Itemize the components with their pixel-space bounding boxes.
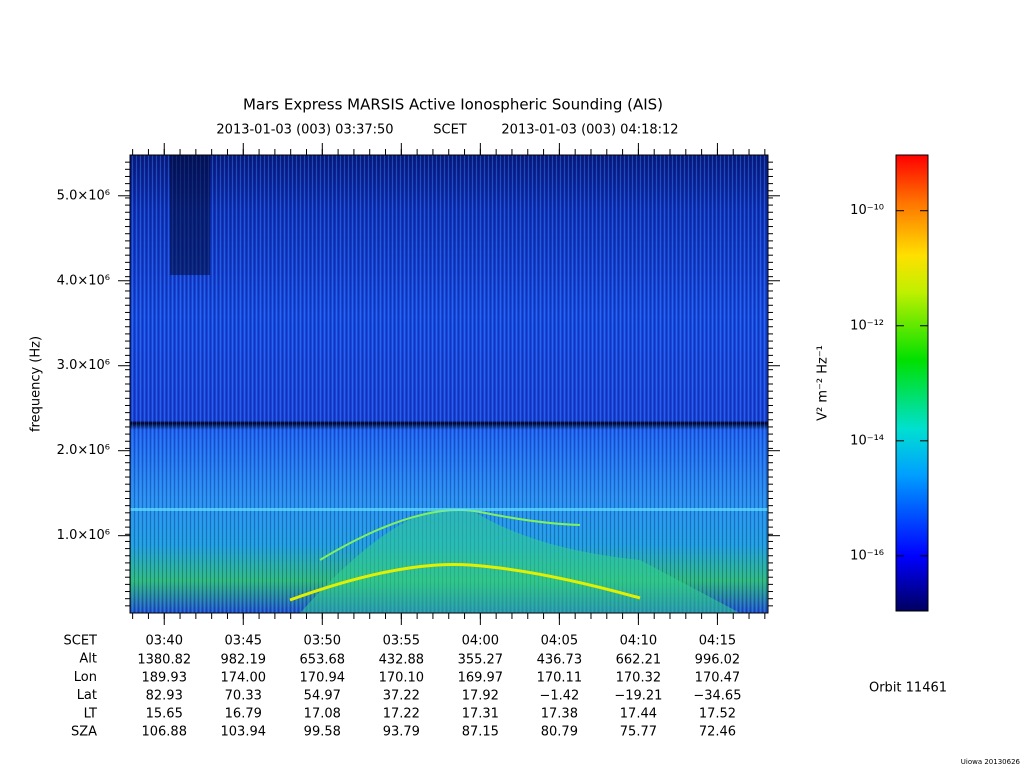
chart-title: Mars Express MARSIS Active Ionospheric S… xyxy=(243,96,663,114)
y-tick-label: 3.0×10⁶ xyxy=(57,358,110,373)
ephemeris-value: 170.11 xyxy=(537,671,583,686)
ephemeris-value: 189.93 xyxy=(141,671,187,686)
ephemeris-label: Lat xyxy=(77,688,97,703)
ephemeris-value: 106.88 xyxy=(141,725,187,740)
ephemeris-value: 17.44 xyxy=(620,707,657,722)
y-tick-label: 4.0×10⁶ xyxy=(57,273,110,288)
colorbar-tick-label: 10⁻¹² xyxy=(850,318,884,333)
start-time: 2013-01-03 (003) 03:37:50 xyxy=(216,123,393,138)
ephemeris-label: SZA xyxy=(71,725,97,740)
y-tick-label: 5.0×10⁶ xyxy=(57,188,110,203)
footer: Uiowa 20130626 xyxy=(961,758,1021,766)
colorbar-tick-label: 10⁻¹⁴ xyxy=(850,433,884,448)
ephemeris-label: LT xyxy=(84,706,97,721)
orbit: Orbit 11461 xyxy=(869,681,947,696)
ephemeris-value: 87.15 xyxy=(462,725,499,740)
ephemeris-value: −19.21 xyxy=(614,689,662,704)
x-tick-label: 04:05 xyxy=(541,634,578,649)
ephemeris-value: 170.94 xyxy=(300,671,346,686)
ephemeris-value: 54.97 xyxy=(304,689,341,704)
ephemeris-value: 37.22 xyxy=(383,689,420,704)
ephemeris-value: −1.42 xyxy=(539,689,579,704)
ephemeris-label: SCET xyxy=(64,634,98,649)
y-axis-label: frequency (Hz) xyxy=(29,336,44,432)
colorbar-tick-label: 10⁻¹⁰ xyxy=(850,203,884,218)
axes: 03:40 1380.82 189.93 82.93 15.65 106.88 03:45 9… xyxy=(57,143,928,740)
time-system: SCET xyxy=(433,123,467,138)
ephemeris-value: 99.58 xyxy=(304,725,341,740)
x-tick-label: 03:45 xyxy=(225,634,262,649)
ephemeris-value: 653.68 xyxy=(300,653,346,668)
ephemeris-label: Alt xyxy=(79,652,97,667)
ephemeris-value: 15.65 xyxy=(146,707,183,722)
ephemeris-value: 170.47 xyxy=(695,671,741,686)
ephemeris-value: 432.88 xyxy=(379,653,425,668)
x-tick-label: 04:00 xyxy=(462,634,499,649)
ephemeris-value: 662.21 xyxy=(616,653,662,668)
ephemeris-value: 170.32 xyxy=(616,671,662,686)
ephemeris-value: 80.79 xyxy=(541,725,578,740)
ephemeris-value: 17.52 xyxy=(699,707,736,722)
x-tick-label: 04:15 xyxy=(699,634,736,649)
ephemeris-value: 103.94 xyxy=(221,725,267,740)
ephemeris-value: 169.97 xyxy=(458,671,504,686)
ephemeris-value: 174.00 xyxy=(221,671,267,686)
colorbar xyxy=(895,154,929,612)
x-tick-label: 04:10 xyxy=(620,634,657,649)
ephemeris-value: 355.27 xyxy=(458,653,504,668)
ephemeris-value: 72.46 xyxy=(699,725,736,740)
ephemeris-value: 75.77 xyxy=(620,725,657,740)
ephemeris-value: 82.93 xyxy=(146,689,183,704)
ephemeris-value: 1380.82 xyxy=(137,653,191,668)
ephemeris-value: 17.22 xyxy=(383,707,420,722)
ephemeris-label: Lon xyxy=(74,670,97,685)
ephemeris-value: 170.10 xyxy=(379,671,425,686)
end-time: 2013-01-03 (003) 04:18:12 xyxy=(501,123,678,138)
ephemeris-value: 70.33 xyxy=(225,689,262,704)
x-tick-label: 03:40 xyxy=(146,634,183,649)
ephemeris-value: 17.31 xyxy=(462,707,499,722)
ephemeris-value: 982.19 xyxy=(221,653,267,668)
ephemeris-value: 17.08 xyxy=(304,707,341,722)
ephemeris-value: 17.38 xyxy=(541,707,578,722)
colorbar-label: V² m⁻² Hz⁻¹ xyxy=(816,345,831,421)
y-tick-label: 2.0×10⁶ xyxy=(57,443,110,458)
ephemeris-value: 996.02 xyxy=(695,653,741,668)
y-tick-label: 1.0×10⁶ xyxy=(57,528,110,543)
ephemeris-value: 436.73 xyxy=(537,653,583,668)
ephemeris-value: 17.92 xyxy=(462,689,499,704)
ephemeris-value: 16.79 xyxy=(225,707,262,722)
x-tick-label: 03:50 xyxy=(304,634,341,649)
colorbar-tick-label: 10⁻¹⁶ xyxy=(850,548,884,563)
x-tick-label: 03:55 xyxy=(383,634,420,649)
ephemeris-value: 93.79 xyxy=(383,725,420,740)
ephemeris-value: −34.65 xyxy=(693,689,741,704)
spectrogram xyxy=(130,155,768,613)
